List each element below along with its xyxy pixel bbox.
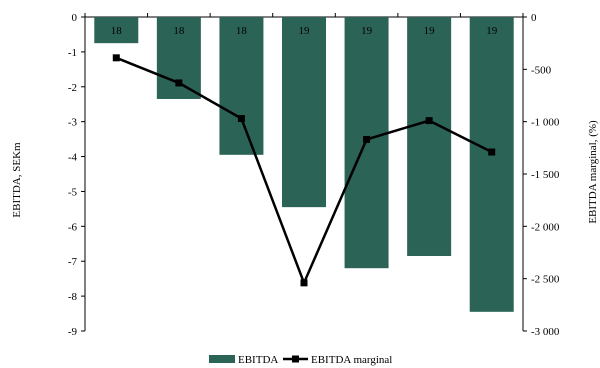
y2-tick-label: -1 000 — [531, 117, 560, 129]
line-series — [112, 54, 496, 287]
bar — [94, 17, 139, 44]
bar-data-label: 19 — [299, 25, 311, 37]
line-point — [488, 148, 496, 156]
line-point — [237, 115, 245, 123]
bar-data-label: 19 — [361, 25, 373, 37]
legend-label-ebitda: EBITDA — [238, 354, 278, 366]
y-tick-label: -4 — [68, 152, 78, 164]
y-tick-label: -9 — [68, 326, 78, 338]
y-tick-label: -7 — [68, 256, 78, 268]
y-tick-label: -3 — [68, 117, 78, 129]
bar — [469, 17, 514, 312]
y-tick-label: -5 — [68, 186, 78, 198]
legend-label-ebitda-marginal: EBITDA marginal — [311, 354, 392, 366]
bar-data-label: 18 — [173, 25, 185, 37]
legend: EBITDA EBITDA marginal — [209, 354, 392, 366]
bar — [282, 17, 326, 208]
y2-tick-label: -500 — [531, 64, 552, 76]
y-tick-label: -2 — [68, 82, 77, 94]
y2-tick-label: -3 000 — [531, 326, 560, 338]
bar-series: 18 18 18 19 19 19 19 — [94, 17, 514, 312]
y2-tick-label: -2 000 — [531, 221, 560, 233]
line-point — [425, 117, 433, 125]
y2-axis-title: EBITDA marginal, (%) — [587, 120, 599, 224]
legend-marker-ebitda-marginal — [292, 355, 299, 363]
y2-tick-label: -1 500 — [531, 169, 560, 181]
y2-tick-label: -2 500 — [531, 274, 560, 286]
y2-tick-label: 0 — [531, 12, 537, 24]
line-point — [112, 54, 120, 62]
line-point — [363, 135, 371, 143]
y-tick-label: 0 — [72, 12, 78, 24]
y-tick-label: -6 — [68, 221, 78, 233]
y-axis-title: EBITDA, SEKm — [11, 142, 23, 218]
line-point — [300, 279, 308, 287]
bar-data-label: 19 — [424, 25, 436, 37]
bar-data-label: 18 — [111, 25, 123, 37]
bar — [407, 17, 452, 256]
y-tick-label: -1 — [68, 47, 77, 59]
line-point — [175, 79, 183, 87]
bar-data-label: 19 — [486, 25, 498, 37]
bar-data-label: 18 — [236, 25, 248, 37]
legend-swatch-ebitda — [209, 355, 235, 363]
y-tick-label: -8 — [68, 291, 78, 303]
bar — [219, 17, 264, 155]
